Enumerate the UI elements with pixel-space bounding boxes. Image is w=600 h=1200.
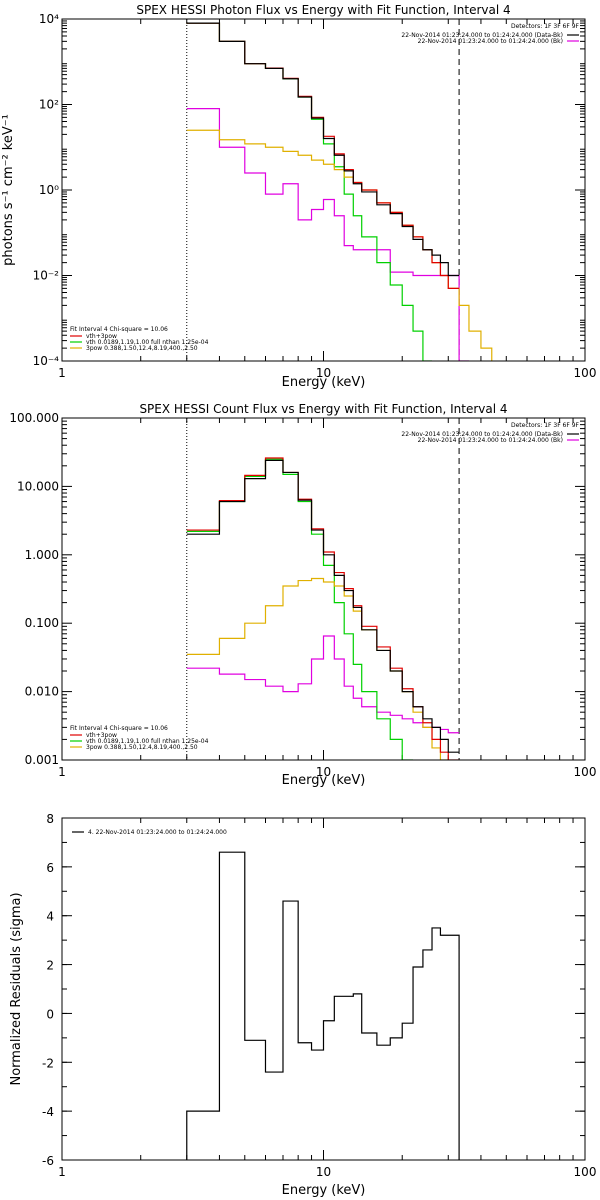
series-line-1 xyxy=(186,458,414,760)
y-tick-label: 0.100 xyxy=(25,616,59,630)
x-tick-label: 100 xyxy=(574,1165,597,1179)
y-tick-label: 10⁻⁴ xyxy=(33,354,60,368)
y-axis-label: Normalized Residuals (sigma) xyxy=(9,892,24,1085)
legend-header: Detectors: 1F 3F 6F 9F xyxy=(511,23,580,30)
series-line-2 xyxy=(186,577,449,760)
y-tick-label: 100.000 xyxy=(9,411,59,425)
legend-entry-label: vth+3pow xyxy=(86,732,117,739)
legend-entry-label: vth 0.0189,1.19,1.00 full nthan 1.25e-04 xyxy=(86,339,209,346)
series-line-4 xyxy=(186,22,460,277)
legend-entry-label: 3pow 0.388,1.50,12.4,8.19,400.,2.50 xyxy=(86,744,198,751)
y-tick-label: 10⁰ xyxy=(39,183,59,197)
y-tick-label: -6 xyxy=(42,1154,54,1168)
y-tick-label: 10² xyxy=(39,98,59,112)
y-tick-label: 10⁻² xyxy=(33,269,60,283)
y-tick-label: 10.000 xyxy=(17,479,59,493)
legend-entry-label: vth+3pow xyxy=(86,333,117,340)
series-line-0 xyxy=(186,108,469,361)
x-axis-label: Energy (keV) xyxy=(282,773,366,788)
plot-frame xyxy=(61,18,586,362)
legend-header: Fit Interval 4 Chi-square = 10.06 xyxy=(70,326,168,333)
y-tick-label: 10⁴ xyxy=(39,12,59,26)
y-tick-label: -4 xyxy=(42,1105,54,1119)
series-line-1 xyxy=(186,22,433,361)
legend-entry-label: 3pow 0.388,1.50,12.4,8.19,400.,2.50 xyxy=(86,345,198,352)
y-tick-label: 0.001 xyxy=(25,753,59,767)
series-line-0 xyxy=(186,635,460,734)
series-line-3 xyxy=(186,457,460,760)
chart-title: SPEX HESSI Count Flux vs Energy with Fit… xyxy=(139,402,507,416)
series-line-0 xyxy=(186,851,460,1160)
y-tick-label: 2 xyxy=(46,959,54,973)
y-axis-label: photons s⁻¹ cm⁻² keV⁻¹ xyxy=(1,114,16,266)
chart-title: SPEX HESSI Photon Flux vs Energy with Fi… xyxy=(136,3,510,17)
x-axis-label: Energy (keV) xyxy=(282,375,366,390)
x-tick-label: 10 xyxy=(316,1165,331,1179)
plot-frame xyxy=(61,417,586,761)
x-tick-label: 10 xyxy=(316,765,331,779)
legend-header: Fit Interval 4 Chi-square = 10.06 xyxy=(70,725,168,732)
legend-entry-label: 22-Nov-2014 01:23:24.000 to 01:24:24.000… xyxy=(401,32,563,39)
y-tick-label: 0 xyxy=(46,1007,54,1021)
residuals-panel: Energy (keV) Normalized Residuals (sigma)… xyxy=(9,812,597,1198)
x-tick-label: 10 xyxy=(316,366,331,380)
legend-header: Detectors: 1F 3F 6F 9F xyxy=(511,422,580,429)
series-line-3 xyxy=(186,22,460,289)
x-tick-label: 1 xyxy=(58,1165,66,1179)
legend-entry-label: vth 0.0189,1.19,1.00 full nthan 1.25e-04 xyxy=(86,738,209,745)
x-tick-label: 100 xyxy=(574,366,597,380)
y-tick-label: 1.000 xyxy=(25,548,59,562)
legend-entry-label: 4. 22-Nov-2014 01:23:24.000 to 01:24:24.… xyxy=(88,829,227,836)
photon-flux-panel: SPEX HESSI Photon Flux vs Energy with Fi… xyxy=(1,3,597,390)
y-tick-label: 6 xyxy=(46,861,54,875)
x-tick-label: 1 xyxy=(58,765,66,779)
plot-frame xyxy=(61,817,586,1161)
legend-entry-label: 22-Nov-2014 01:23:24.000 to 01:24:24.000… xyxy=(418,38,563,45)
count-flux-panel: SPEX HESSI Count Flux vs Energy with Fit… xyxy=(9,402,597,788)
x-axis-label: Energy (keV) xyxy=(282,1183,366,1198)
y-tick-label: 4 xyxy=(46,910,54,924)
y-tick-label: 8 xyxy=(46,812,54,826)
legend-entry-label: 22-Nov-2014 01:23:24.000 to 01:24:24.000… xyxy=(401,431,563,438)
legend-entry-label: 22-Nov-2014 01:23:24.000 to 01:24:24.000… xyxy=(418,437,563,444)
x-tick-label: 100 xyxy=(574,765,597,779)
series-line-2 xyxy=(186,129,493,361)
y-tick-label: -2 xyxy=(42,1056,54,1070)
x-tick-label: 1 xyxy=(58,366,66,380)
y-tick-label: 0.010 xyxy=(25,685,59,699)
series-line-4 xyxy=(186,459,460,753)
